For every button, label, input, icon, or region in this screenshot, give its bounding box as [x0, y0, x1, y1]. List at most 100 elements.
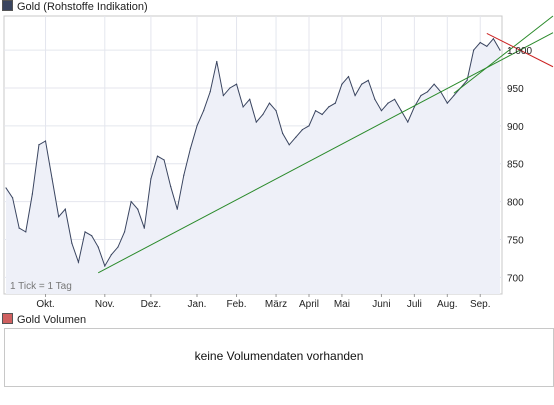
- price-point: [413, 106, 415, 108]
- price-point: [321, 113, 323, 116]
- price-area: [5, 37, 501, 295]
- price-point: [44, 140, 47, 142]
- price-point: [183, 174, 185, 176]
- trendline-green: [97, 32, 554, 274]
- price-point: [361, 83, 363, 85]
- x-tick-label: Juli: [407, 299, 422, 310]
- price-point: [420, 94, 422, 97]
- price-point: [38, 144, 40, 146]
- volume-empty-message: keine Volumendaten vorhanden: [194, 349, 364, 363]
- trendlines: [97, 15, 554, 274]
- price-point: [222, 94, 224, 97]
- price-point: [196, 125, 198, 127]
- price-point: [11, 197, 14, 199]
- price-point: [97, 246, 99, 248]
- price-point: [58, 216, 60, 218]
- price-point: [492, 38, 495, 40]
- price-point: [314, 110, 317, 112]
- price-point: [275, 110, 277, 112]
- y-tick-label: 700: [507, 273, 524, 284]
- price-point: [235, 83, 238, 85]
- volume-legend-swatch: [2, 313, 13, 324]
- price-point: [499, 49, 501, 51]
- price-point: [123, 231, 126, 233]
- price-point: [347, 75, 350, 78]
- price-legend-label: Gold (Rohstoffe Indikation): [17, 1, 148, 13]
- price-point: [486, 45, 488, 47]
- y-tick-label: 1.000: [507, 46, 532, 57]
- volume-legend: Gold Volumen: [2, 313, 86, 326]
- x-tick-label: April: [299, 299, 319, 310]
- price-point: [453, 94, 455, 97]
- y-tick-label: 800: [507, 198, 524, 209]
- price-point: [117, 246, 119, 248]
- price-point: [308, 125, 310, 127]
- price-point: [137, 208, 139, 210]
- price-point: [229, 87, 231, 89]
- price-point: [71, 242, 73, 244]
- price-point: [354, 94, 356, 97]
- x-tick-label: Aug.: [437, 299, 458, 310]
- price-point: [334, 102, 336, 104]
- price-point: [295, 136, 297, 138]
- x-tick-label: Jan.: [188, 299, 207, 310]
- price-point: [262, 113, 264, 116]
- price-point: [288, 144, 290, 146]
- y-tick-label: 750: [507, 235, 524, 246]
- x-tick-label: Nov.: [95, 299, 115, 310]
- price-chart: Okt. Nov. Dez. Jan. Feb. März April Mai Juni Juli…: [3, 15, 554, 310]
- price-point: [367, 79, 369, 81]
- price-point: [143, 227, 145, 229]
- x-tick-label: Sep.: [470, 299, 491, 310]
- price-point: [5, 187, 7, 189]
- price-point: [130, 200, 132, 203]
- x-tick-label: Mai: [334, 299, 350, 310]
- price-point: [374, 98, 376, 100]
- price-point: [255, 121, 257, 123]
- price-point: [473, 49, 475, 51]
- price-point: [77, 261, 80, 263]
- price-point: [216, 60, 218, 63]
- price-point: [426, 91, 429, 93]
- y-axis-ticks: 700 750 800 850 900 950 1.000: [507, 46, 532, 284]
- y-tick-label: 950: [507, 84, 524, 95]
- trendline-red: [486, 32, 554, 68]
- price-point: [380, 110, 383, 112]
- price-point: [18, 227, 20, 229]
- price-point: [170, 185, 172, 188]
- x-tick-label: Juni: [372, 299, 390, 310]
- price-point: [203, 110, 205, 112]
- price-line: [5, 37, 501, 268]
- price-point: [268, 102, 271, 104]
- y-tick-label: 850: [507, 160, 524, 171]
- price-point: [209, 91, 211, 93]
- x-tick-label: Feb.: [227, 299, 247, 310]
- price-point: [400, 110, 402, 112]
- x-tick-label: Dez.: [141, 299, 162, 310]
- price-point: [328, 106, 330, 108]
- price-point: [433, 83, 435, 85]
- price-point: [282, 132, 284, 135]
- price-point: [479, 41, 481, 44]
- price-point: [91, 235, 93, 237]
- price-point: [110, 254, 112, 256]
- price-point: [301, 129, 303, 131]
- trendline-green: [453, 15, 554, 94]
- price-point: [104, 265, 106, 267]
- y-tick-label: 900: [507, 122, 524, 133]
- price-point: [249, 98, 251, 100]
- x-axis-ticks: Okt. Nov. Dez. Jan. Feb. März April Mai Juni Juli…: [36, 294, 491, 310]
- price-point: [51, 178, 53, 180]
- price-point: [31, 193, 33, 195]
- volume-panel: keine Volumendaten vorhanden: [4, 328, 554, 387]
- price-point: [25, 231, 27, 233]
- price-legend: Gold (Rohstoffe Indikation): [2, 0, 148, 13]
- price-point: [446, 102, 448, 104]
- price-point: [466, 79, 468, 81]
- price-point: [341, 83, 343, 85]
- price-point: [84, 231, 86, 233]
- price-legend-swatch: [2, 0, 13, 11]
- price-point: [150, 178, 152, 180]
- price-point: [189, 147, 192, 150]
- price-point: [242, 106, 244, 108]
